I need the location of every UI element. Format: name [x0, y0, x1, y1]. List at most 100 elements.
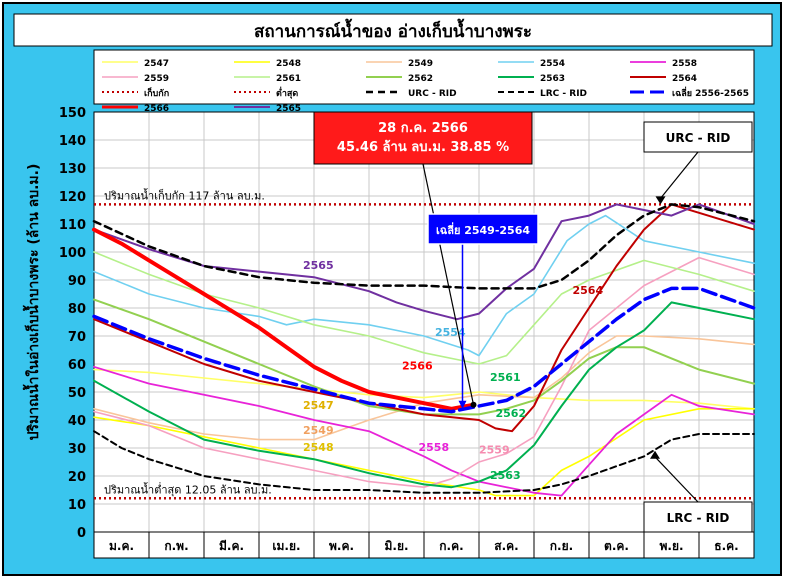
legend-label-2558: 2558 [672, 59, 697, 69]
legend-label-2549: 2549 [408, 59, 433, 69]
series-label-2554: 2554 [435, 326, 466, 339]
series-label-2558: 2558 [419, 441, 450, 454]
y-axis-label: ปริมาณน้ำในอ่างเก็บน้ำบางพระ (ล้าน ลบ.ม.… [22, 164, 42, 441]
legend-label-ต่ำสุด: ต่ำสุด [276, 86, 298, 99]
average-box [427, 213, 539, 245]
x-tick-9: ก.ย. [550, 539, 573, 553]
series-label-2566: 2566 [402, 360, 433, 373]
x-axis: ม.ค. ก.พ. มี.ค. เม.ย. พ.ค. มิ.ย. ก.ค. ส.ค. ก.ย. ต… [93, 531, 755, 559]
y-tick-110: 110 [59, 218, 86, 233]
legend-label-LRC---RID: LRC - RID [540, 89, 587, 99]
reservoir-chart: สถานการณ์น้ำของ อ่างเก็บน้ำบางพระ 2547 25… [13, 13, 773, 559]
series-line-2561 [93, 251, 755, 365]
legend-label-2561: 2561 [276, 74, 301, 84]
series-line-เฉลี่ย-2556-2565 [92, 286, 756, 414]
chart-title: สถานการณ์น้ำของ อ่างเก็บน้ำบางพระ [254, 18, 532, 42]
y-tick-120: 120 [59, 190, 86, 205]
average-pointer-head [458, 400, 467, 409]
y-tick-90: 90 [68, 274, 86, 289]
x-tick-11: พ.ย. [659, 539, 683, 553]
legend-label-2564: 2564 [672, 74, 697, 84]
x-tick-10: ต.ค. [604, 539, 629, 553]
current-point-marker [470, 401, 477, 408]
x-tick-7: ก.ค. [439, 539, 463, 553]
series-line-LRC---RID [93, 430, 755, 494]
reference-lines: ปริมาณน้ำเก็บกัก 117 ล้าน ลบ.ม. ปริมาณน้ำ… [94, 187, 754, 500]
urc-box [643, 121, 753, 153]
series-labels: 2565 2554 2566 2564 2561 2547 2562 2549 2548 2558… [303, 259, 603, 482]
series-lines [92, 203, 756, 497]
series-label-2561: 2561 [490, 371, 521, 384]
legend-label-URC---RID: URC - RID [408, 89, 457, 99]
series-line-2559 [93, 256, 755, 489]
legend-label-เก็บกัก: เก็บกัก [144, 86, 169, 99]
y-tick-150: 150 [59, 106, 86, 121]
legend-label-2565: 2565 [276, 104, 301, 114]
legend-label-2559: 2559 [144, 74, 169, 84]
series-label-2548: 2548 [303, 441, 334, 454]
current-date: 28 ก.ค. 2566 [378, 121, 468, 136]
y-tick-40: 40 [68, 414, 86, 429]
series-label-2562: 2562 [496, 407, 527, 420]
lrc-box [643, 501, 753, 533]
title-panel [13, 13, 773, 47]
lrc-label: LRC - RID [667, 511, 730, 525]
y-tick-130: 130 [59, 162, 86, 177]
x-tick-4: เม.ย. [272, 539, 300, 553]
urc-label: URC - RID [666, 131, 731, 145]
y-tick-0: 0 [77, 526, 86, 541]
series-line-URC---RID [92, 203, 756, 290]
series-line-2562 [93, 298, 755, 416]
series-line-2565 [93, 203, 755, 321]
series-line-2564 [93, 203, 755, 433]
reference-label-2: ปริมาณน้ำต่ำสุด 12.05 ล้าน ลบ.ม. [104, 481, 272, 496]
x-tick-6: มิ.ย. [384, 539, 408, 553]
annotations: 28 ก.ค. 2566 45.46 ล้าน ลบ.ม. 38.85 % เฉ… [313, 111, 753, 533]
lrc-pointer-head [650, 450, 660, 459]
series-line-2566 [92, 227, 476, 411]
series-label-2547: 2547 [303, 399, 334, 412]
y-tick-20: 20 [68, 470, 86, 485]
reference-label-1: ปริมาณน้ำเก็บกัก 117 ล้าน ลบ.ม. [104, 187, 265, 202]
series-label-2549: 2549 [303, 424, 334, 437]
legend-label-2566: 2566 [144, 104, 169, 114]
y-axis: 0 10 20 30 40 50 60 70 80 90 100 110 120 130 140 150 [59, 106, 86, 541]
urc-pointer-head [655, 196, 666, 205]
legend: 2547 2548 2549 2554 2558 2559 2561 2562 2563 2564… [102, 59, 749, 114]
legend-label-2563: 2563 [540, 74, 565, 84]
y-tick-140: 140 [59, 134, 86, 149]
y-tick-10: 10 [68, 498, 86, 513]
urc-pointer [660, 151, 699, 199]
current-pointer [422, 163, 475, 405]
x-tick-1: ม.ค. [109, 539, 134, 553]
series-line-2558 [93, 365, 755, 497]
y-tick-30: 30 [68, 442, 86, 457]
x-tick-5: พ.ค. [329, 539, 354, 553]
y-tick-60: 60 [68, 358, 86, 373]
x-tick-3: มี.ค. [219, 539, 244, 553]
series-label-2564: 2564 [573, 284, 604, 297]
x-tick-8: ส.ค. [494, 539, 518, 553]
x-tick-12: ธ.ค. [714, 539, 738, 553]
y-tick-100: 100 [59, 246, 86, 261]
current-value: 45.46 ล้าน ลบ.ม. 38.85 % [337, 139, 509, 155]
series-line-2554 [93, 214, 755, 357]
series-label-2565: 2565 [303, 259, 334, 272]
x-tick-2: ก.พ. [164, 539, 188, 553]
series-label-2563: 2563 [490, 469, 521, 482]
y-tick-50: 50 [68, 386, 86, 401]
legend-label-เฉลี่ย-2556-2565: เฉลี่ย 2556-2565 [672, 86, 749, 99]
y-tick-70: 70 [68, 330, 86, 345]
legend-label-2562: 2562 [408, 74, 433, 84]
series-line-2547 [93, 368, 755, 410]
series-line-2563 [93, 301, 755, 489]
legend-label-2547: 2547 [144, 59, 169, 69]
current-value-box [313, 111, 533, 165]
lrc-pointer [654, 456, 699, 503]
series-line-2548 [93, 407, 755, 497]
legend-label-2554: 2554 [540, 59, 565, 69]
y-tick-80: 80 [68, 302, 86, 317]
series-label-2559: 2559 [479, 444, 510, 457]
average-label: เฉลี่ย 2549-2564 [436, 222, 530, 237]
